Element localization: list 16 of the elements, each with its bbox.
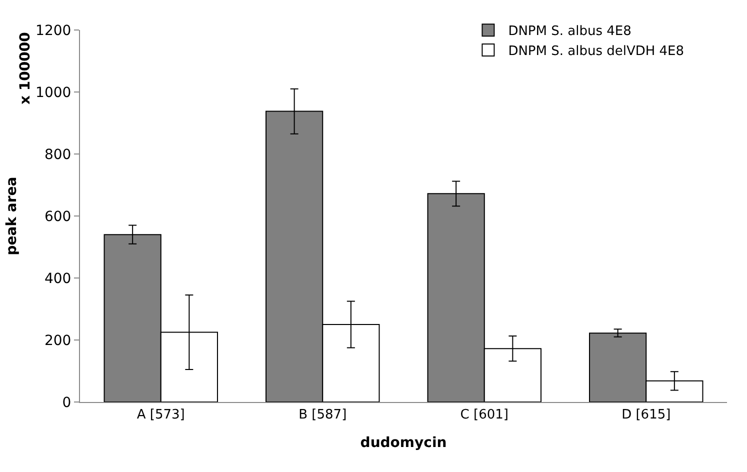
legend-label: DNPM S. albus delVDH 4E8 bbox=[508, 44, 684, 60]
y-tick-label: 0 bbox=[62, 394, 72, 411]
y-axis-title: peak area bbox=[4, 176, 20, 256]
legend-label: DNPM S. albus 4E8 bbox=[508, 24, 632, 40]
x-tick-label: D [615] bbox=[622, 408, 671, 423]
y-tick-label: 1000 bbox=[36, 84, 72, 101]
y-tick-label: 200 bbox=[44, 332, 72, 349]
x-tick-label: C [601] bbox=[460, 408, 508, 423]
y-tick-label: 400 bbox=[44, 270, 72, 287]
x-tick-label: A [573] bbox=[136, 408, 185, 423]
y-tick-label: 600 bbox=[44, 208, 72, 225]
x-axis-title: dudomycin bbox=[360, 434, 447, 451]
y-tick-label: 1200 bbox=[36, 22, 72, 39]
y-tick-label: 800 bbox=[44, 146, 72, 163]
text: x 100000 bbox=[18, 32, 34, 105]
x-tick-label: B [587] bbox=[298, 408, 347, 423]
